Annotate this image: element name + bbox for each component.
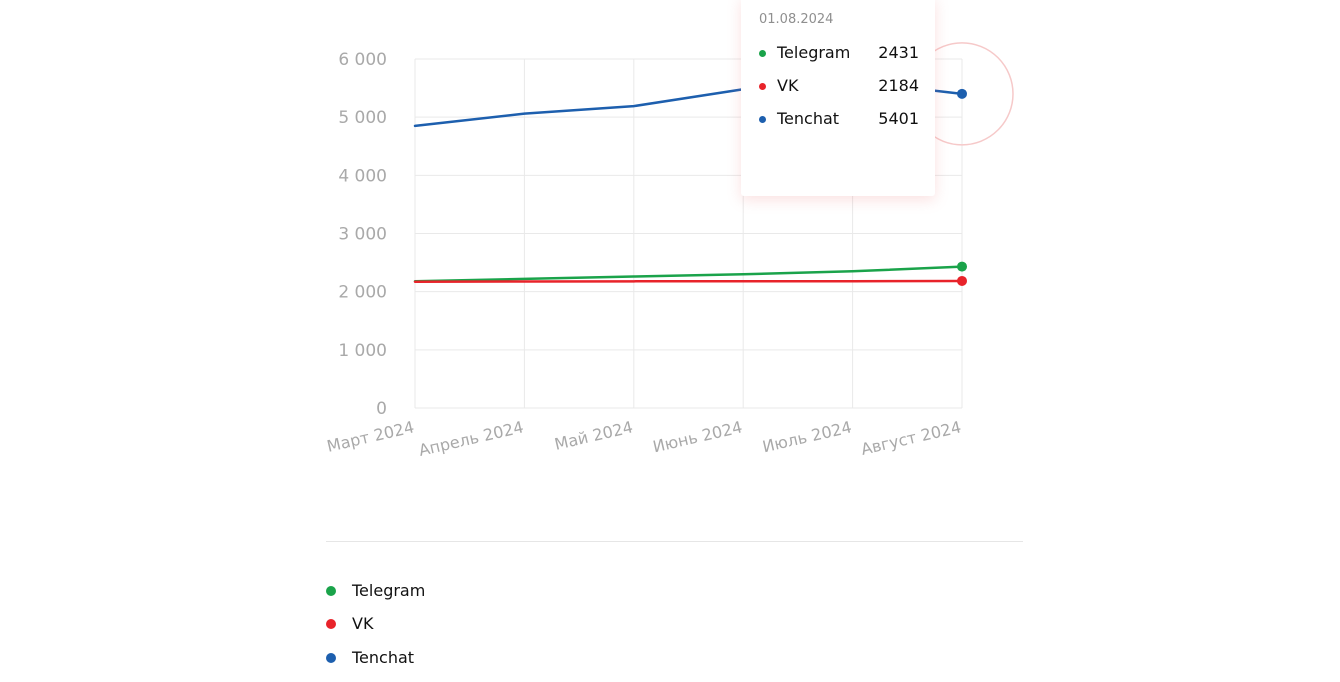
tenchat-dot-icon [326, 653, 336, 663]
x-tick-label: Июнь 2024 [651, 417, 744, 456]
tooltip-row-tenchat: Tenchat 5401 [759, 109, 919, 131]
x-tick-label: Март 2024 [325, 417, 416, 456]
legend-label: Tenchat [352, 648, 415, 667]
tooltip-row-telegram: Telegram 2431 [759, 43, 919, 65]
tenchat-dot-icon [759, 116, 766, 123]
tooltip-series-value: 2184 [878, 76, 919, 95]
tooltip-series-name: Telegram [777, 43, 851, 62]
legend-label: Telegram [352, 581, 426, 600]
tooltip-series-name: Tenchat [777, 109, 840, 128]
data-point-vk[interactable] [957, 275, 967, 286]
y-tick-label: 4 000 [338, 166, 387, 186]
y-axis-ticks: 0 1 000 2 000 3 000 4 000 5 000 6 000 [338, 50, 387, 419]
vk-dot-icon [326, 619, 336, 629]
y-tick-label: 1 000 [338, 341, 387, 361]
data-point-telegram[interactable] [957, 261, 967, 272]
legend-label: VK [352, 614, 374, 633]
data-point-tenchat[interactable] [957, 88, 967, 99]
y-tick-label: 3 000 [338, 225, 387, 245]
telegram-dot-icon [326, 586, 336, 596]
tooltip-date: 01.08.2024 [759, 12, 834, 27]
y-tick-label: 6 000 [338, 50, 387, 70]
tooltip-series-name: VK [777, 76, 799, 95]
x-tick-label: Июль 2024 [761, 417, 854, 456]
legend-divider [326, 541, 1023, 542]
x-axis-ticks: Март 2024 Апрель 2024 Май 2024 Июнь 2024 Июл… [325, 417, 963, 460]
telegram-dot-icon [759, 50, 766, 57]
y-tick-label: 2 000 [338, 283, 387, 303]
x-tick-label: Май 2024 [553, 417, 635, 453]
series-line-vk [413, 279, 964, 284]
tooltip-row-vk: VK 2184 [759, 76, 919, 98]
y-tick-label: 5 000 [338, 108, 387, 128]
tooltip-series-value: 5401 [878, 109, 919, 128]
x-tick-label: Август 2024 [859, 417, 963, 458]
series-line-telegram [413, 265, 964, 283]
chart-tooltip: 01.08.2024 Telegram 2431 VK 2184 Tenchat… [741, 0, 935, 196]
y-tick-label: 0 [376, 399, 387, 419]
tooltip-series-value: 2431 [878, 43, 919, 62]
x-tick-label: Апрель 2024 [417, 417, 525, 460]
vk-dot-icon [759, 83, 766, 90]
